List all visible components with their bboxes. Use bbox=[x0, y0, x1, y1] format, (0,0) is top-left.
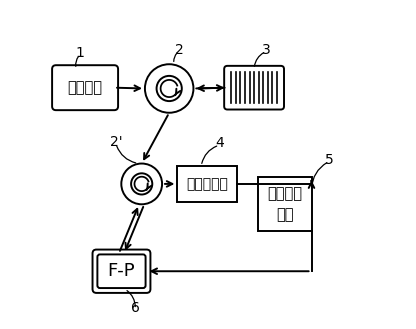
Text: 2': 2' bbox=[109, 135, 122, 149]
FancyBboxPatch shape bbox=[92, 250, 151, 293]
FancyBboxPatch shape bbox=[224, 66, 284, 110]
Text: 3: 3 bbox=[262, 43, 270, 57]
Circle shape bbox=[131, 173, 152, 194]
Text: 6: 6 bbox=[131, 301, 140, 315]
FancyBboxPatch shape bbox=[97, 254, 146, 288]
Text: 光电探测器: 光电探测器 bbox=[186, 177, 228, 191]
Bar bbox=[177, 166, 237, 202]
Bar bbox=[258, 177, 312, 231]
FancyBboxPatch shape bbox=[52, 65, 118, 110]
Circle shape bbox=[156, 76, 182, 101]
Text: 宽带光源: 宽带光源 bbox=[67, 80, 103, 95]
Text: 数据处理
控制: 数据处理 控制 bbox=[267, 186, 302, 222]
Text: F-P: F-P bbox=[108, 262, 135, 280]
Text: 2: 2 bbox=[175, 43, 183, 57]
Text: 1: 1 bbox=[76, 46, 85, 60]
Circle shape bbox=[145, 64, 193, 113]
Circle shape bbox=[121, 164, 162, 204]
Text: 4: 4 bbox=[215, 137, 224, 150]
Text: 5: 5 bbox=[325, 153, 334, 167]
